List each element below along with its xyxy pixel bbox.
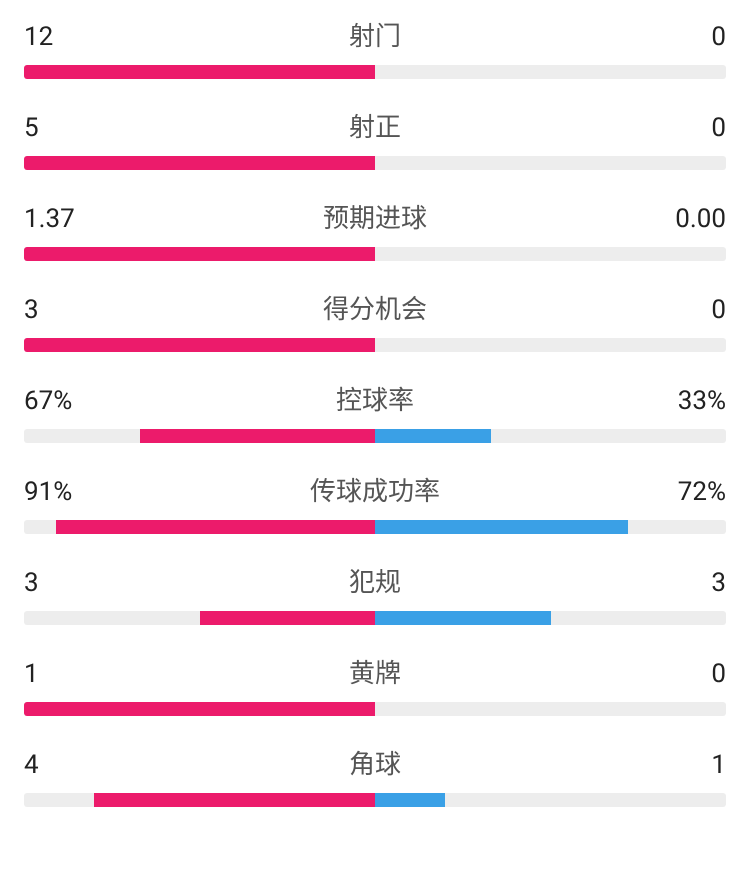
stat-home-value: 3 [24,295,104,325]
stat-labels: 1黄牌0 [24,653,726,690]
stat-home-value: 12 [24,22,104,52]
stat-bar-track [24,702,726,716]
stat-bar-home-half [24,156,375,170]
stat-row: 67%控球率33% [24,380,726,443]
stat-labels: 12射门0 [24,16,726,53]
stat-bar-home-fill [140,429,375,443]
stat-row: 1.37预期进球0.00 [24,198,726,261]
stat-row: 3得分机会0 [24,289,726,352]
stat-away-value: 0 [646,659,726,689]
stat-label: 犯规 [104,562,646,599]
stat-bar-home-fill [24,702,375,716]
stat-bar-away-half [375,611,726,625]
stat-bar-away-half [375,156,726,170]
stat-bar-away-fill [375,611,551,625]
stat-bar-away-half [375,247,726,261]
match-stats-panel: 12射门05射正01.37预期进球0.003得分机会067%控球率33%91%传… [0,0,750,807]
stat-row: 3犯规3 [24,562,726,625]
stat-row: 91%传球成功率72% [24,471,726,534]
stat-bar-home-half [24,247,375,261]
stat-labels: 1.37预期进球0.00 [24,198,726,235]
stat-labels: 91%传球成功率72% [24,471,726,508]
stat-label: 角球 [104,744,646,781]
stat-bar-track [24,65,726,79]
stat-bar-away-half [375,702,726,716]
stat-bar-home-fill [24,338,375,352]
stat-away-value: 33% [646,386,726,416]
stat-home-value: 67% [24,386,104,416]
stat-away-value: 72% [646,477,726,507]
stat-label: 黄牌 [104,653,646,690]
stat-label: 控球率 [104,380,646,417]
stat-bar-away-half [375,793,726,807]
stat-bar-track [24,611,726,625]
stat-labels: 67%控球率33% [24,380,726,417]
stat-bar-away-half [375,520,726,534]
stat-home-value: 5 [24,113,104,143]
stat-bar-home-fill [24,247,375,261]
stat-home-value: 4 [24,750,104,780]
stat-label: 预期进球 [104,198,646,235]
stat-bar-away-half [375,429,726,443]
stat-row: 1黄牌0 [24,653,726,716]
stat-label: 射正 [104,107,646,144]
stat-label: 传球成功率 [104,471,646,508]
stat-bar-home-half [24,520,375,534]
stat-bar-away-fill [375,520,628,534]
stat-bar-away-half [375,338,726,352]
stat-bar-away-half [375,65,726,79]
stat-bar-home-half [24,793,375,807]
stat-bar-home-half [24,65,375,79]
stat-bar-home-fill [94,793,375,807]
stat-labels: 3得分机会0 [24,289,726,326]
stat-labels: 3犯规3 [24,562,726,599]
stat-home-value: 1 [24,659,104,689]
stat-away-value: 0 [646,113,726,143]
stat-row: 12射门0 [24,16,726,79]
stat-away-value: 0 [646,295,726,325]
stat-bar-home-fill [24,65,375,79]
stat-label: 得分机会 [104,289,646,326]
stat-bar-home-half [24,429,375,443]
stat-labels: 5射正0 [24,107,726,144]
stat-home-value: 3 [24,568,104,598]
stat-label: 射门 [104,16,646,53]
stat-home-value: 1.37 [24,204,104,234]
stat-bar-home-fill [24,156,375,170]
stat-row: 4角球1 [24,744,726,807]
stat-bar-track [24,338,726,352]
stat-away-value: 1 [646,750,726,780]
stat-bar-track [24,520,726,534]
stat-bar-away-fill [375,429,491,443]
stat-bar-away-fill [375,793,445,807]
stat-bar-home-half [24,338,375,352]
stat-bar-home-half [24,611,375,625]
stat-bar-track [24,247,726,261]
stat-away-value: 0.00 [646,204,726,234]
stat-bar-home-fill [200,611,376,625]
stat-bar-home-half [24,702,375,716]
stat-row: 5射正0 [24,107,726,170]
stat-bar-track [24,156,726,170]
stat-bar-track [24,793,726,807]
stat-bar-home-fill [56,520,375,534]
stat-labels: 4角球1 [24,744,726,781]
stat-bar-track [24,429,726,443]
stat-away-value: 0 [646,22,726,52]
stat-away-value: 3 [646,568,726,598]
stat-home-value: 91% [24,477,104,507]
